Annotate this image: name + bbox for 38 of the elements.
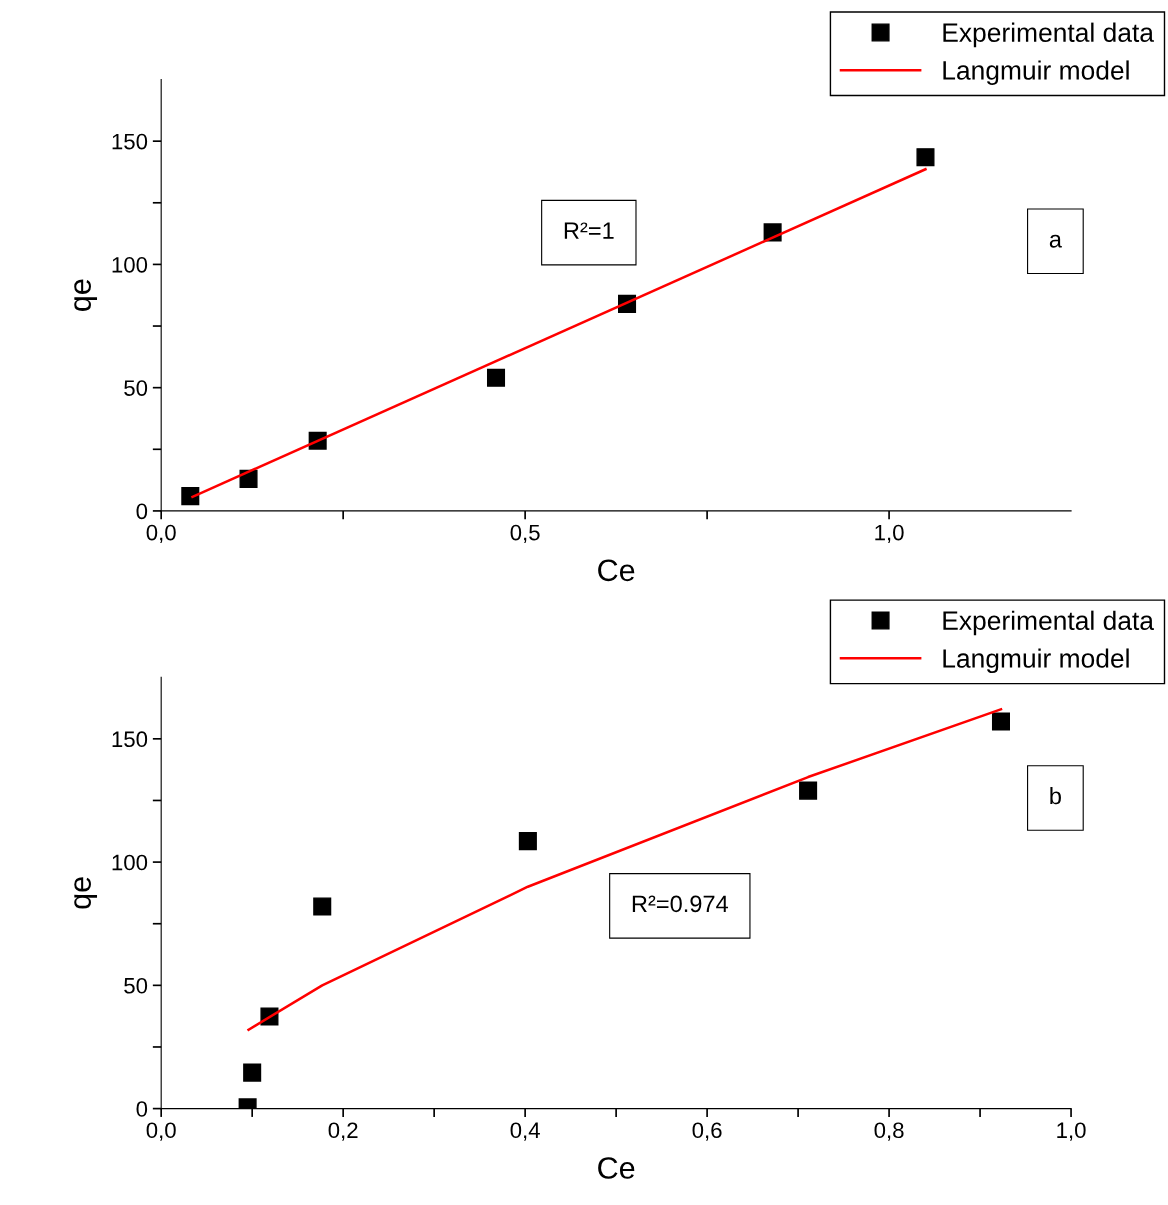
point — [313, 897, 332, 916]
point — [486, 368, 506, 387]
x-tick-label: 0,4 — [510, 1122, 540, 1141]
y-tick-label: 100 — [112, 854, 148, 871]
point — [991, 712, 1011, 731]
y-tick-label: 0 — [136, 503, 148, 520]
x-tick-label: 1,0 — [1057, 1122, 1086, 1141]
legend-label: Langmuir model — [943, 60, 1129, 85]
y-tick-label: 50 — [124, 380, 148, 396]
line-series — [247, 708, 1003, 1031]
x-tick-label: 0,0 — [146, 1122, 176, 1141]
annotation: b — [1050, 786, 1061, 805]
y-tick-label: 0 — [136, 1101, 148, 1117]
y-tick-label: 50 — [124, 977, 148, 994]
legend-label: Langmuir model — [943, 648, 1129, 674]
point — [243, 1063, 262, 1082]
y-axis-title: qe — [74, 877, 98, 909]
x-tick-label: 0,5 — [510, 524, 540, 544]
point — [518, 832, 537, 851]
point — [181, 487, 200, 506]
point — [799, 781, 818, 800]
annotation: a — [1049, 234, 1062, 248]
x-axis-title: Ce — [598, 1157, 635, 1179]
y-tick-label: 100 — [112, 256, 148, 273]
legend-label: Experimental data — [943, 610, 1154, 636]
point — [916, 148, 935, 167]
x-tick-label: 0,0 — [146, 524, 176, 544]
x-tick-label: 1,0 — [875, 524, 904, 544]
x-axis-title: Ce — [598, 559, 635, 582]
x-tick-label: 0,2 — [328, 1122, 358, 1141]
annotation: R²=1 — [564, 222, 614, 239]
x-tick-label: 0,8 — [874, 1122, 904, 1141]
x-tick-label: 0,6 — [692, 1122, 722, 1141]
annotation: R²=0.974 — [632, 895, 729, 913]
y-tick-label: 150 — [112, 133, 148, 150]
y-axis-title: qe — [74, 279, 98, 311]
y-tick-label: 150 — [112, 731, 148, 748]
legend-label: Experimental data — [943, 22, 1154, 48]
